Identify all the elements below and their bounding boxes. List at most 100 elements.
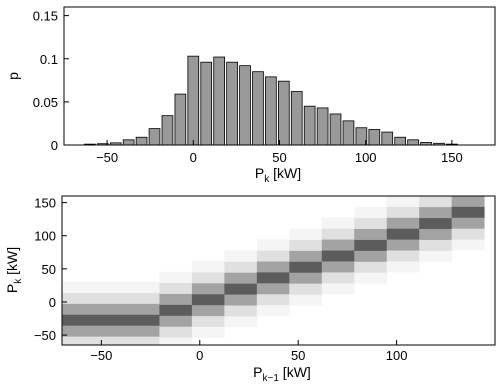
- histogram-bar: [368, 129, 381, 146]
- heatmap-cell: [419, 250, 453, 262]
- heatmap-cell: [62, 314, 95, 326]
- heatmap-x-tick-label: 50: [291, 348, 305, 363]
- heatmap-cell: [191, 271, 225, 284]
- histogram-x-axis-label-unit: [kW]: [269, 165, 301, 181]
- heatmap-cell: [321, 239, 355, 251]
- heatmap-x-axis-label-unit: [kW]: [279, 364, 311, 380]
- heatmap-cell: [452, 185, 485, 196]
- histogram-x-tick-label: 0: [190, 150, 197, 165]
- heatmap-cell: [159, 315, 193, 327]
- heatmap-y-tick-label: 100: [34, 229, 56, 244]
- heatmap-cell: [224, 250, 258, 262]
- histogram-y-tick-label: 0.05: [33, 95, 58, 110]
- heatmap-cell: [62, 292, 95, 304]
- heatmap-cell: [321, 282, 355, 295]
- heatmap-cell: [256, 293, 290, 306]
- histogram-bar: [316, 107, 329, 146]
- heatmap-x-axis-label-base: P: [253, 364, 262, 380]
- heatmap-cell: [62, 325, 95, 337]
- heatmap-cell: [419, 239, 453, 251]
- heatmap-cell: [94, 314, 128, 326]
- heatmap-cell: [386, 196, 420, 207]
- heatmap-cell: [94, 303, 128, 315]
- heatmap-cell: [386, 239, 420, 251]
- heatmap-cell: [419, 196, 453, 197]
- heatmap-cell: [191, 261, 225, 273]
- histogram-bar: [122, 139, 135, 146]
- heatmap-chart: −50 0 50 100 −50 0 50 100 150 Pk [kW] Pk−1 [kW]: [4, 185, 496, 384]
- heatmap-cell: [354, 228, 388, 240]
- heatmap-cell: [62, 281, 95, 293]
- heatmap-cell: [224, 316, 258, 328]
- heatmap-cell: [451, 239, 485, 251]
- heatmap-y-tick-label: 150: [34, 196, 56, 211]
- heatmap-cell: [224, 272, 258, 284]
- histogram-y-axis-label: p: [5, 72, 21, 80]
- heatmap-cell: [191, 315, 225, 328]
- histogram-bar: [407, 139, 419, 146]
- heatmap-cell: [419, 206, 453, 219]
- heatmap-cell: [191, 326, 225, 338]
- heatmap-cell: [159, 337, 193, 345]
- histogram-bar: [226, 61, 238, 146]
- heatmap-cell: [451, 196, 485, 207]
- heatmap-cell: [126, 303, 160, 315]
- histogram-y-tick-label: 0.15: [33, 9, 58, 24]
- heatmap-cell: [419, 217, 453, 230]
- heatmap-x-tick-label: −50: [90, 348, 112, 363]
- heatmap-cell: [321, 250, 355, 262]
- heatmap-cell: [386, 217, 420, 229]
- histogram-x-axis-label-base: P: [255, 165, 264, 181]
- heatmap-cell: [419, 196, 453, 208]
- histogram-bar: [277, 80, 290, 146]
- heatmap-y-axis-label: Pk [kW]: [4, 247, 24, 293]
- heatmap-cell: [386, 250, 420, 262]
- heatmap-cells: [62, 185, 485, 358]
- heatmap-cell: [159, 282, 193, 294]
- histogram-bar: [290, 91, 303, 146]
- histogram-bar: [148, 128, 161, 146]
- heatmap-y-tick-label: −50: [34, 328, 56, 343]
- heatmap-y-axis-label-subscript: k: [13, 278, 24, 284]
- heatmap-cell: [256, 239, 290, 251]
- histogram-bar: [187, 55, 200, 146]
- heatmap-cell: [321, 261, 355, 273]
- heatmap-cell: [289, 294, 323, 306]
- heatmap-cell: [354, 206, 388, 219]
- histogram-x-axis-label: Pk [kW]: [255, 165, 301, 185]
- heatmap-cell: [94, 281, 128, 293]
- histogram-x-tick-label: −50: [96, 150, 118, 165]
- histogram-bar: [135, 136, 148, 146]
- histogram-bar: [252, 71, 264, 146]
- heatmap-cell: [159, 271, 193, 283]
- heatmap-cell: [354, 217, 388, 230]
- heatmap-cell: [127, 347, 160, 358]
- heatmap-x-axis-label-subscript: k−1: [263, 373, 280, 384]
- histogram-x-tick-label: 50: [272, 150, 286, 165]
- histogram-bar: [161, 115, 174, 146]
- heatmap-cell: [94, 325, 128, 337]
- heatmap-cell: [94, 292, 128, 304]
- heatmap-cell: [126, 325, 160, 337]
- heatmap-axes-frame: [61, 195, 496, 346]
- histogram-bar: [394, 136, 407, 146]
- histogram-bars: [84, 55, 458, 146]
- heatmap-cell: [451, 228, 485, 240]
- histogram-bar: [355, 127, 368, 146]
- histogram-ticks: −50 0 50 100 150 0 0.05 0.1 0.15: [33, 9, 463, 165]
- heatmap-y-axis-label-unit: [kW]: [4, 247, 20, 279]
- heatmap-x-tick-label: 100: [386, 348, 408, 363]
- histogram-x-tick-label: 100: [355, 150, 377, 165]
- heatmap-cell: [224, 261, 258, 273]
- heatmap-cell: [126, 336, 160, 345]
- heatmap-cell: [256, 261, 290, 273]
- heatmap-cell: [289, 272, 323, 284]
- histogram-x-tick-label: 150: [441, 150, 463, 165]
- heatmap-cell: [321, 217, 355, 229]
- heatmap-cell: [451, 206, 485, 218]
- histogram-bar: [265, 76, 277, 146]
- heatmap-y-tick-label: 0: [49, 295, 56, 310]
- heatmap-ticks: −50 0 50 100 −50 0 50 100 150: [34, 196, 408, 363]
- heatmap-cell: [354, 250, 388, 262]
